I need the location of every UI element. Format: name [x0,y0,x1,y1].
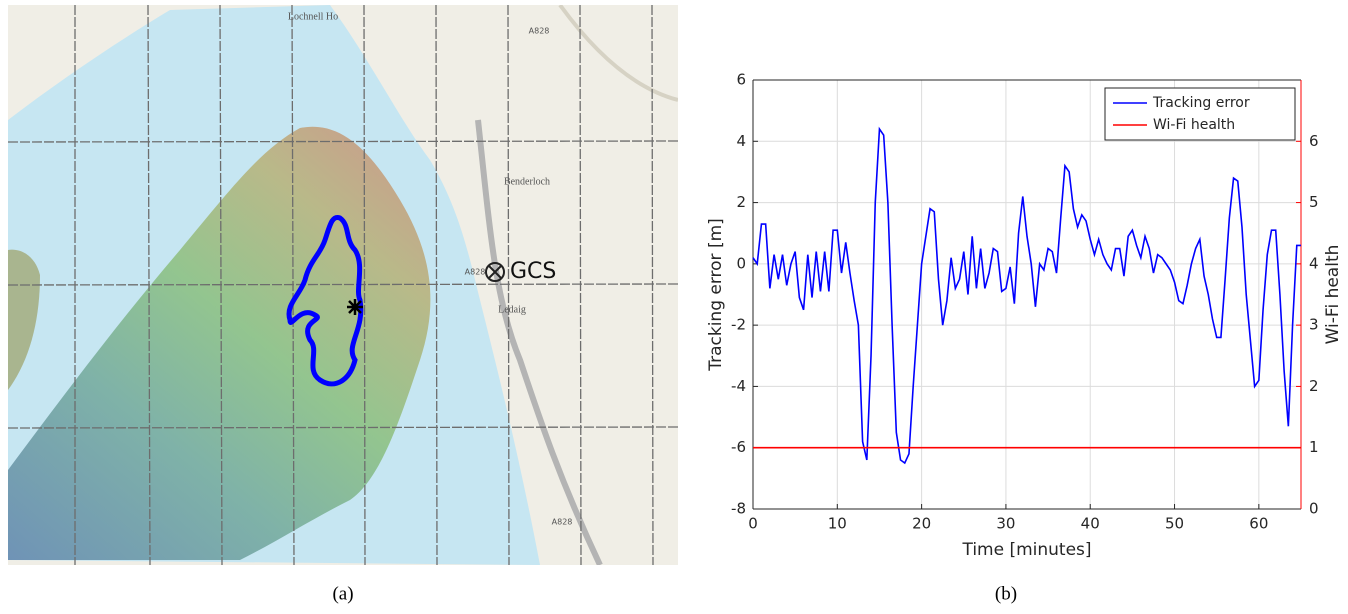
y2-axis-label: Wi-Fi health [1323,245,1343,345]
y-tick-label: 0 [736,254,746,272]
map-label: Benderloch [504,176,550,187]
y2-tick-label: 5 [1309,193,1319,211]
map-label: A828 [465,268,486,277]
y2-tick-label: 1 [1309,438,1319,456]
gcs-label: GCS [510,259,556,284]
y-tick-label: -8 [731,500,746,518]
y2-tick-label: 6 [1309,132,1319,150]
figure: Lochnell Ho Benderloch Ledaig A828 A828 … [0,0,1348,610]
x-tick-label: 10 [828,515,847,533]
x-tick-label: 20 [912,515,931,533]
y2-tick-label: 4 [1309,254,1319,272]
y2-tick-label: 0 [1309,500,1319,518]
caption: (a) [332,583,353,604]
x-tick-label: 0 [748,515,758,533]
x-tick-label: 50 [1165,515,1184,533]
y-tick-label: 6 [736,71,746,89]
y-tick-label: -2 [731,316,746,334]
y-tick-label: 2 [736,193,746,211]
map-label: Ledaig [498,304,526,315]
map-label: Lochnell Ho [288,11,338,22]
caption: (b) [995,583,1017,604]
plot-area [753,80,1301,509]
x-tick-label: 40 [1081,515,1100,533]
y-axis-label: Tracking error [m] [706,218,726,372]
map: Lochnell Ho Benderloch Ledaig A828 A828 … [8,5,678,565]
y-tick-label: 4 [736,132,746,150]
y-tick-label: -4 [731,377,746,395]
x-tick-label: 60 [1249,515,1268,533]
legend-label: Tracking error [1152,95,1250,111]
x-tick-label: 30 [996,515,1015,533]
map-label: A828 [552,518,573,527]
legend-label: Wi-Fi health [1153,117,1235,133]
y-tick-label: -6 [731,438,746,456]
x-axis-label: Time [minutes] [961,540,1091,560]
map-label: A828 [529,27,550,36]
y2-tick-label: 3 [1309,316,1319,334]
y2-tick-label: 2 [1309,377,1319,395]
